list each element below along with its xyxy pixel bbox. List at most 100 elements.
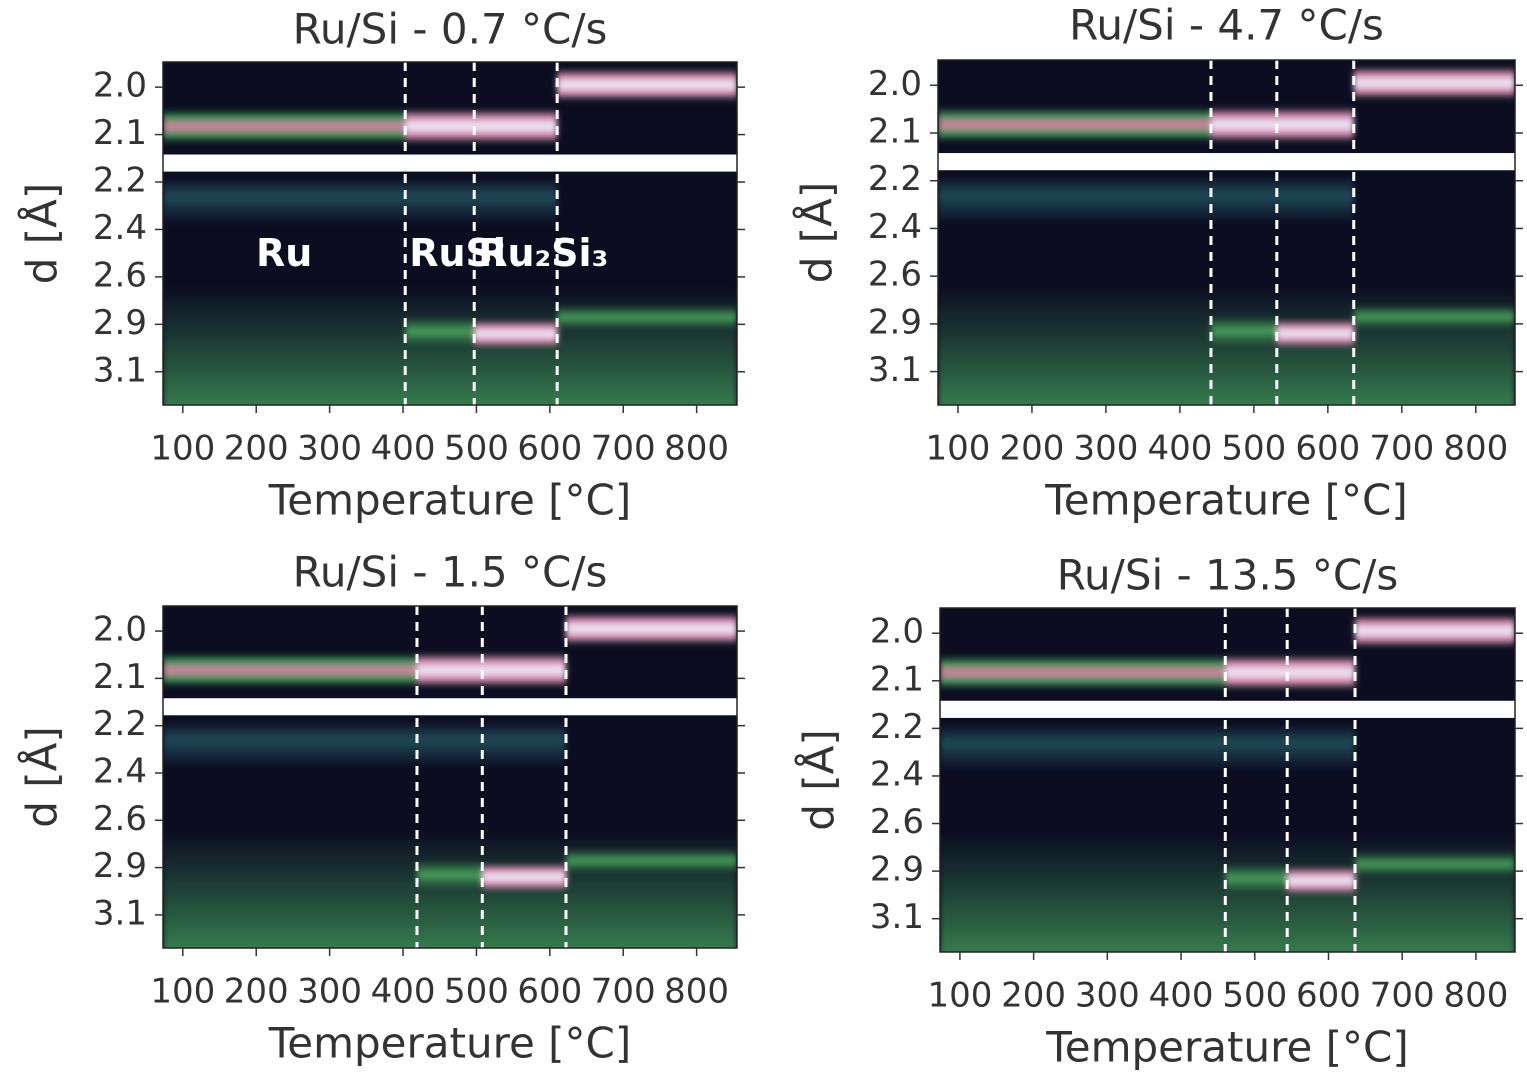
phase-label: Ru₂Si₃ — [478, 231, 608, 275]
x-tick-label: 100 — [150, 972, 215, 1012]
intensity-band — [416, 652, 566, 688]
y-tick-label: 2.6 — [93, 799, 147, 839]
y-tick-label: 2.1 — [870, 659, 924, 699]
intensity-band — [1225, 654, 1356, 691]
y-tick-label: 2.4 — [868, 207, 922, 247]
intensity-band — [163, 108, 406, 145]
intensity-band — [557, 305, 737, 330]
x-tick-label: 700 — [591, 429, 656, 469]
heatmap — [163, 606, 737, 948]
y-tick-label: 3.1 — [93, 350, 147, 390]
x-tick-label: 400 — [371, 972, 436, 1012]
intensity-band — [482, 862, 566, 892]
intensity-band — [1210, 316, 1277, 346]
intensity-band — [1355, 614, 1515, 648]
y-tick-label: 2.0 — [870, 612, 924, 652]
y-tick-label: 2.6 — [93, 255, 147, 295]
heatmap — [940, 608, 1515, 952]
y-tick-label: 2.2 — [93, 161, 147, 201]
intensity-band — [1353, 304, 1515, 329]
y-tick-label: 2.9 — [93, 303, 147, 343]
y-axis-label: d [Å] — [17, 183, 67, 285]
x-tick-label: 100 — [927, 976, 992, 1016]
intensity-band — [565, 612, 737, 646]
x-tick-label: 600 — [517, 972, 582, 1012]
plot-frame — [939, 607, 1516, 953]
phase-label: RuSi — [409, 231, 506, 275]
y-tick-label: 2.0 — [868, 64, 922, 104]
intensity-band — [474, 319, 558, 349]
x-tick-label: 800 — [1443, 976, 1508, 1016]
x-axis-label: Temperature [°C] — [268, 476, 632, 525]
y-tick-label: 2.4 — [870, 754, 924, 794]
x-tick-label: 200 — [999, 429, 1064, 469]
intensity-band — [405, 317, 475, 346]
x-tick-label: 700 — [1370, 976, 1435, 1016]
y-tick-label: 2.4 — [93, 208, 147, 248]
panel: Ru/Si - 4.7 °C/s Temperature [°C] d [Å] 100… — [792, 1, 1523, 525]
x-axis-label: Temperature [°C] — [1044, 476, 1408, 525]
y-tick-label: 2.0 — [93, 66, 147, 106]
detector-gap — [163, 698, 737, 716]
intensity-band — [938, 106, 1211, 143]
x-tick-label: 800 — [1443, 429, 1508, 469]
intensity-band — [938, 175, 1354, 224]
y-axis-label: d [Å] — [17, 726, 67, 828]
x-tick-label: 700 — [591, 972, 656, 1012]
y-tick-label: 2.1 — [93, 657, 147, 697]
intensity-band — [557, 68, 737, 102]
y-axis-label: d [Å] — [794, 729, 844, 831]
x-tick-label: 400 — [1149, 976, 1214, 1016]
y-tick-label: 2.9 — [868, 302, 922, 342]
plot-frame — [162, 61, 738, 406]
y-tick-label: 2.1 — [868, 112, 922, 152]
y-tick-label: 3.1 — [870, 897, 924, 937]
intensity-band — [163, 177, 558, 225]
x-tick-label: 400 — [1147, 429, 1212, 469]
detector-gap — [938, 153, 1515, 171]
x-tick-label: 600 — [1295, 429, 1360, 469]
x-tick-label: 500 — [1222, 976, 1287, 1016]
x-tick-label: 400 — [371, 429, 436, 469]
heatmap-texture — [163, 68, 737, 405]
y-tick-label: 2.2 — [868, 159, 922, 199]
heatmap — [938, 60, 1515, 405]
x-tick-label: 100 — [150, 429, 215, 469]
chart-title: Ru/Si - 1.5 °C/s — [293, 548, 608, 597]
heatmap-texture — [163, 612, 737, 948]
x-tick-label: 600 — [517, 429, 582, 469]
intensity-band — [940, 654, 1226, 691]
y-axis-label: d [Å] — [792, 182, 842, 284]
x-axis-label: Temperature [°C] — [268, 1019, 632, 1068]
y-tick-label: 2.0 — [93, 610, 147, 650]
intensity-band — [940, 723, 1356, 772]
y-tick-label: 2.9 — [870, 850, 924, 890]
x-tick-label: 500 — [444, 972, 509, 1012]
chart-title: Ru/Si - 0.7 °C/s — [293, 5, 608, 54]
intensity-band — [163, 720, 566, 769]
x-tick-label: 200 — [224, 972, 289, 1012]
heatmap-texture — [940, 614, 1515, 952]
y-tick-label: 2.9 — [93, 846, 147, 886]
y-tick-label: 2.4 — [93, 751, 147, 791]
panel: Ru/Si - 13.5 °C/s Temperature [°C] d [Å] 10… — [794, 551, 1523, 1072]
intensity-band — [565, 848, 737, 873]
chart-title: Ru/Si - 4.7 °C/s — [1069, 1, 1384, 50]
intensity-band — [1353, 66, 1515, 100]
intensity-band — [1355, 852, 1515, 876]
intensity-band — [405, 108, 558, 145]
y-tick-label: 2.6 — [868, 255, 922, 295]
intensity-band — [163, 652, 417, 688]
detector-gap — [940, 700, 1515, 718]
y-tick-label: 2.6 — [870, 802, 924, 842]
x-tick-label: 300 — [1075, 976, 1140, 1016]
detector-gap — [163, 154, 737, 172]
panel: Ru/Si - 1.5 °C/s Temperature [°C] d [Å] 100… — [17, 548, 745, 1068]
plot-frame — [937, 59, 1516, 406]
intensity-band — [1276, 319, 1354, 348]
intensity-band — [1287, 866, 1356, 895]
intensity-band — [1210, 106, 1354, 143]
